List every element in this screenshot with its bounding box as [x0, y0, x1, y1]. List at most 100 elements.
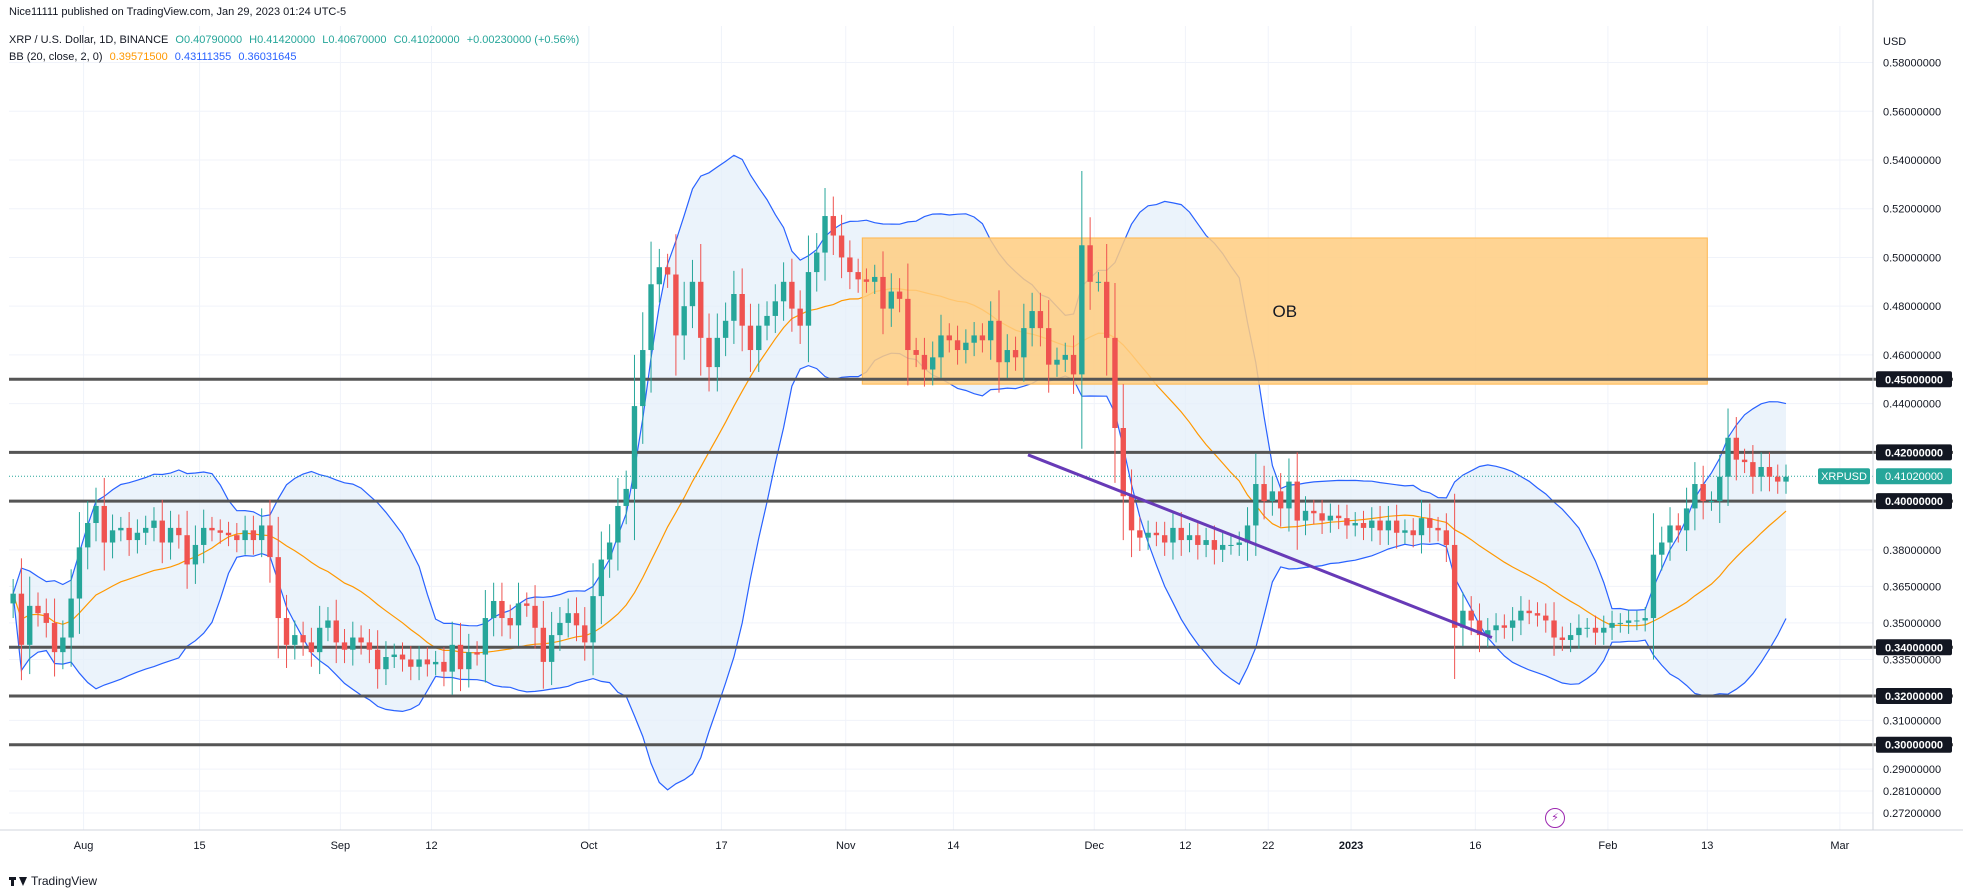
candle-body [756, 325, 762, 351]
candle-body [1659, 542, 1665, 555]
candle-body [432, 661, 439, 665]
candle-body [1584, 627, 1590, 629]
time-tick-label: Dec [1084, 840, 1104, 852]
candle-body [358, 637, 364, 643]
candle-body [366, 642, 373, 650]
candle-body [1750, 462, 1756, 477]
time-tick-label: Nov [836, 840, 856, 852]
candle-body [1625, 620, 1632, 623]
candle-body [1551, 620, 1557, 638]
candle-body [623, 488, 629, 506]
candle-body [1153, 532, 1160, 536]
footer-brand: TradingView [31, 874, 98, 888]
candle-body [1046, 328, 1052, 365]
candle-body [772, 301, 779, 316]
candle-body [1112, 337, 1118, 428]
candle-body [118, 527, 124, 531]
candle-body [1236, 542, 1242, 545]
candle-body [457, 644, 464, 670]
candle-body [1335, 515, 1342, 519]
candle-body [1559, 637, 1566, 640]
horizontal-levels[interactable] [9, 377, 1953, 747]
candle-body [1758, 466, 1764, 477]
candle-body [1012, 350, 1019, 358]
price-tick-label: 0.56000000 [1883, 106, 1941, 118]
candle-body [1070, 354, 1077, 375]
candle-body [1543, 615, 1549, 621]
candle-body [1592, 627, 1599, 633]
tradingview-logo-icon [9, 876, 27, 886]
candle-body [1269, 491, 1276, 502]
candle-body [159, 520, 165, 543]
candle-body [930, 357, 936, 370]
candle-body [830, 216, 836, 236]
candle-body [1708, 501, 1715, 503]
time-tick-label: 12 [425, 840, 437, 852]
candle-body [648, 284, 654, 351]
candle-body [1493, 625, 1499, 631]
candle-body [1741, 459, 1748, 463]
candle-body [10, 593, 16, 604]
time-tick-label: 17 [715, 840, 727, 852]
candle-body [1485, 630, 1491, 636]
candle-body [1501, 625, 1508, 628]
candle-body [896, 291, 903, 299]
price-tick-label: 0.44000000 [1883, 399, 1941, 411]
symbol-legend[interactable]: XRP / U.S. Dollar, 1D, BINANCE O0.407900… [9, 34, 583, 46]
candle-body [18, 593, 25, 645]
candle-body [1286, 481, 1292, 509]
candle-body [565, 613, 571, 623]
candle-body [1576, 627, 1582, 636]
candle-body [499, 600, 505, 619]
flash-icon[interactable]: ⚡ [1545, 808, 1565, 828]
candle-body [490, 600, 497, 619]
bb-basis-value: 0.39571500 [109, 51, 168, 63]
price-tick-label: 0.54000000 [1883, 155, 1941, 167]
candle-body [1385, 520, 1392, 531]
candle-body [847, 257, 853, 273]
level-price-label: 0.30000000 [1885, 740, 1943, 752]
candle-body [1302, 510, 1309, 521]
bb-legend[interactable]: BB (20, close, 2, 0) 0.39571500 0.431113… [9, 51, 300, 63]
candle-body [341, 642, 348, 650]
candle-body [258, 525, 265, 541]
candle-body [1534, 613, 1541, 616]
price-tick-label: 0.33500000 [1883, 654, 1941, 666]
candle-body [515, 603, 522, 626]
candle-body [1294, 481, 1300, 521]
candle-body [292, 635, 298, 645]
price-tick-label: 0.31000000 [1883, 715, 1941, 727]
time-tick-label: Mar [1830, 840, 1849, 852]
candle-body [822, 216, 828, 253]
price-tick-label: 0.28100000 [1883, 786, 1941, 798]
legend-close: C0.41020000 [393, 34, 460, 46]
candle-body [1766, 466, 1773, 477]
price-tick-label: 0.36500000 [1883, 581, 1941, 593]
candle-body [1377, 520, 1383, 531]
level-price-badge [1876, 688, 1952, 704]
candle-body [1037, 311, 1044, 329]
candle-body [1435, 527, 1441, 531]
candle-body [474, 652, 480, 655]
candle-body [1186, 535, 1193, 541]
legend-change: +0.00230000 (+0.56%) [466, 34, 580, 46]
candle-body [1700, 484, 1706, 502]
published-line: Nice11111 published on TradingView.com, … [9, 6, 350, 18]
candle-body [872, 276, 878, 282]
level-price-badge [1876, 371, 1952, 388]
trendline-line [1027, 453, 1493, 639]
candle-body [1253, 484, 1259, 526]
candle-body [325, 620, 331, 628]
candle-body [1418, 518, 1425, 536]
candle-body [308, 642, 315, 653]
order-block-zone[interactable]: OB [861, 237, 1708, 385]
candle-body [109, 530, 116, 543]
candle-body [1145, 532, 1151, 538]
candle-body [814, 252, 820, 273]
trendline[interactable] [1027, 453, 1493, 639]
candle-body [1775, 476, 1781, 482]
candle-body [573, 613, 580, 626]
candle-body [1170, 527, 1176, 543]
candle-body [350, 637, 356, 650]
